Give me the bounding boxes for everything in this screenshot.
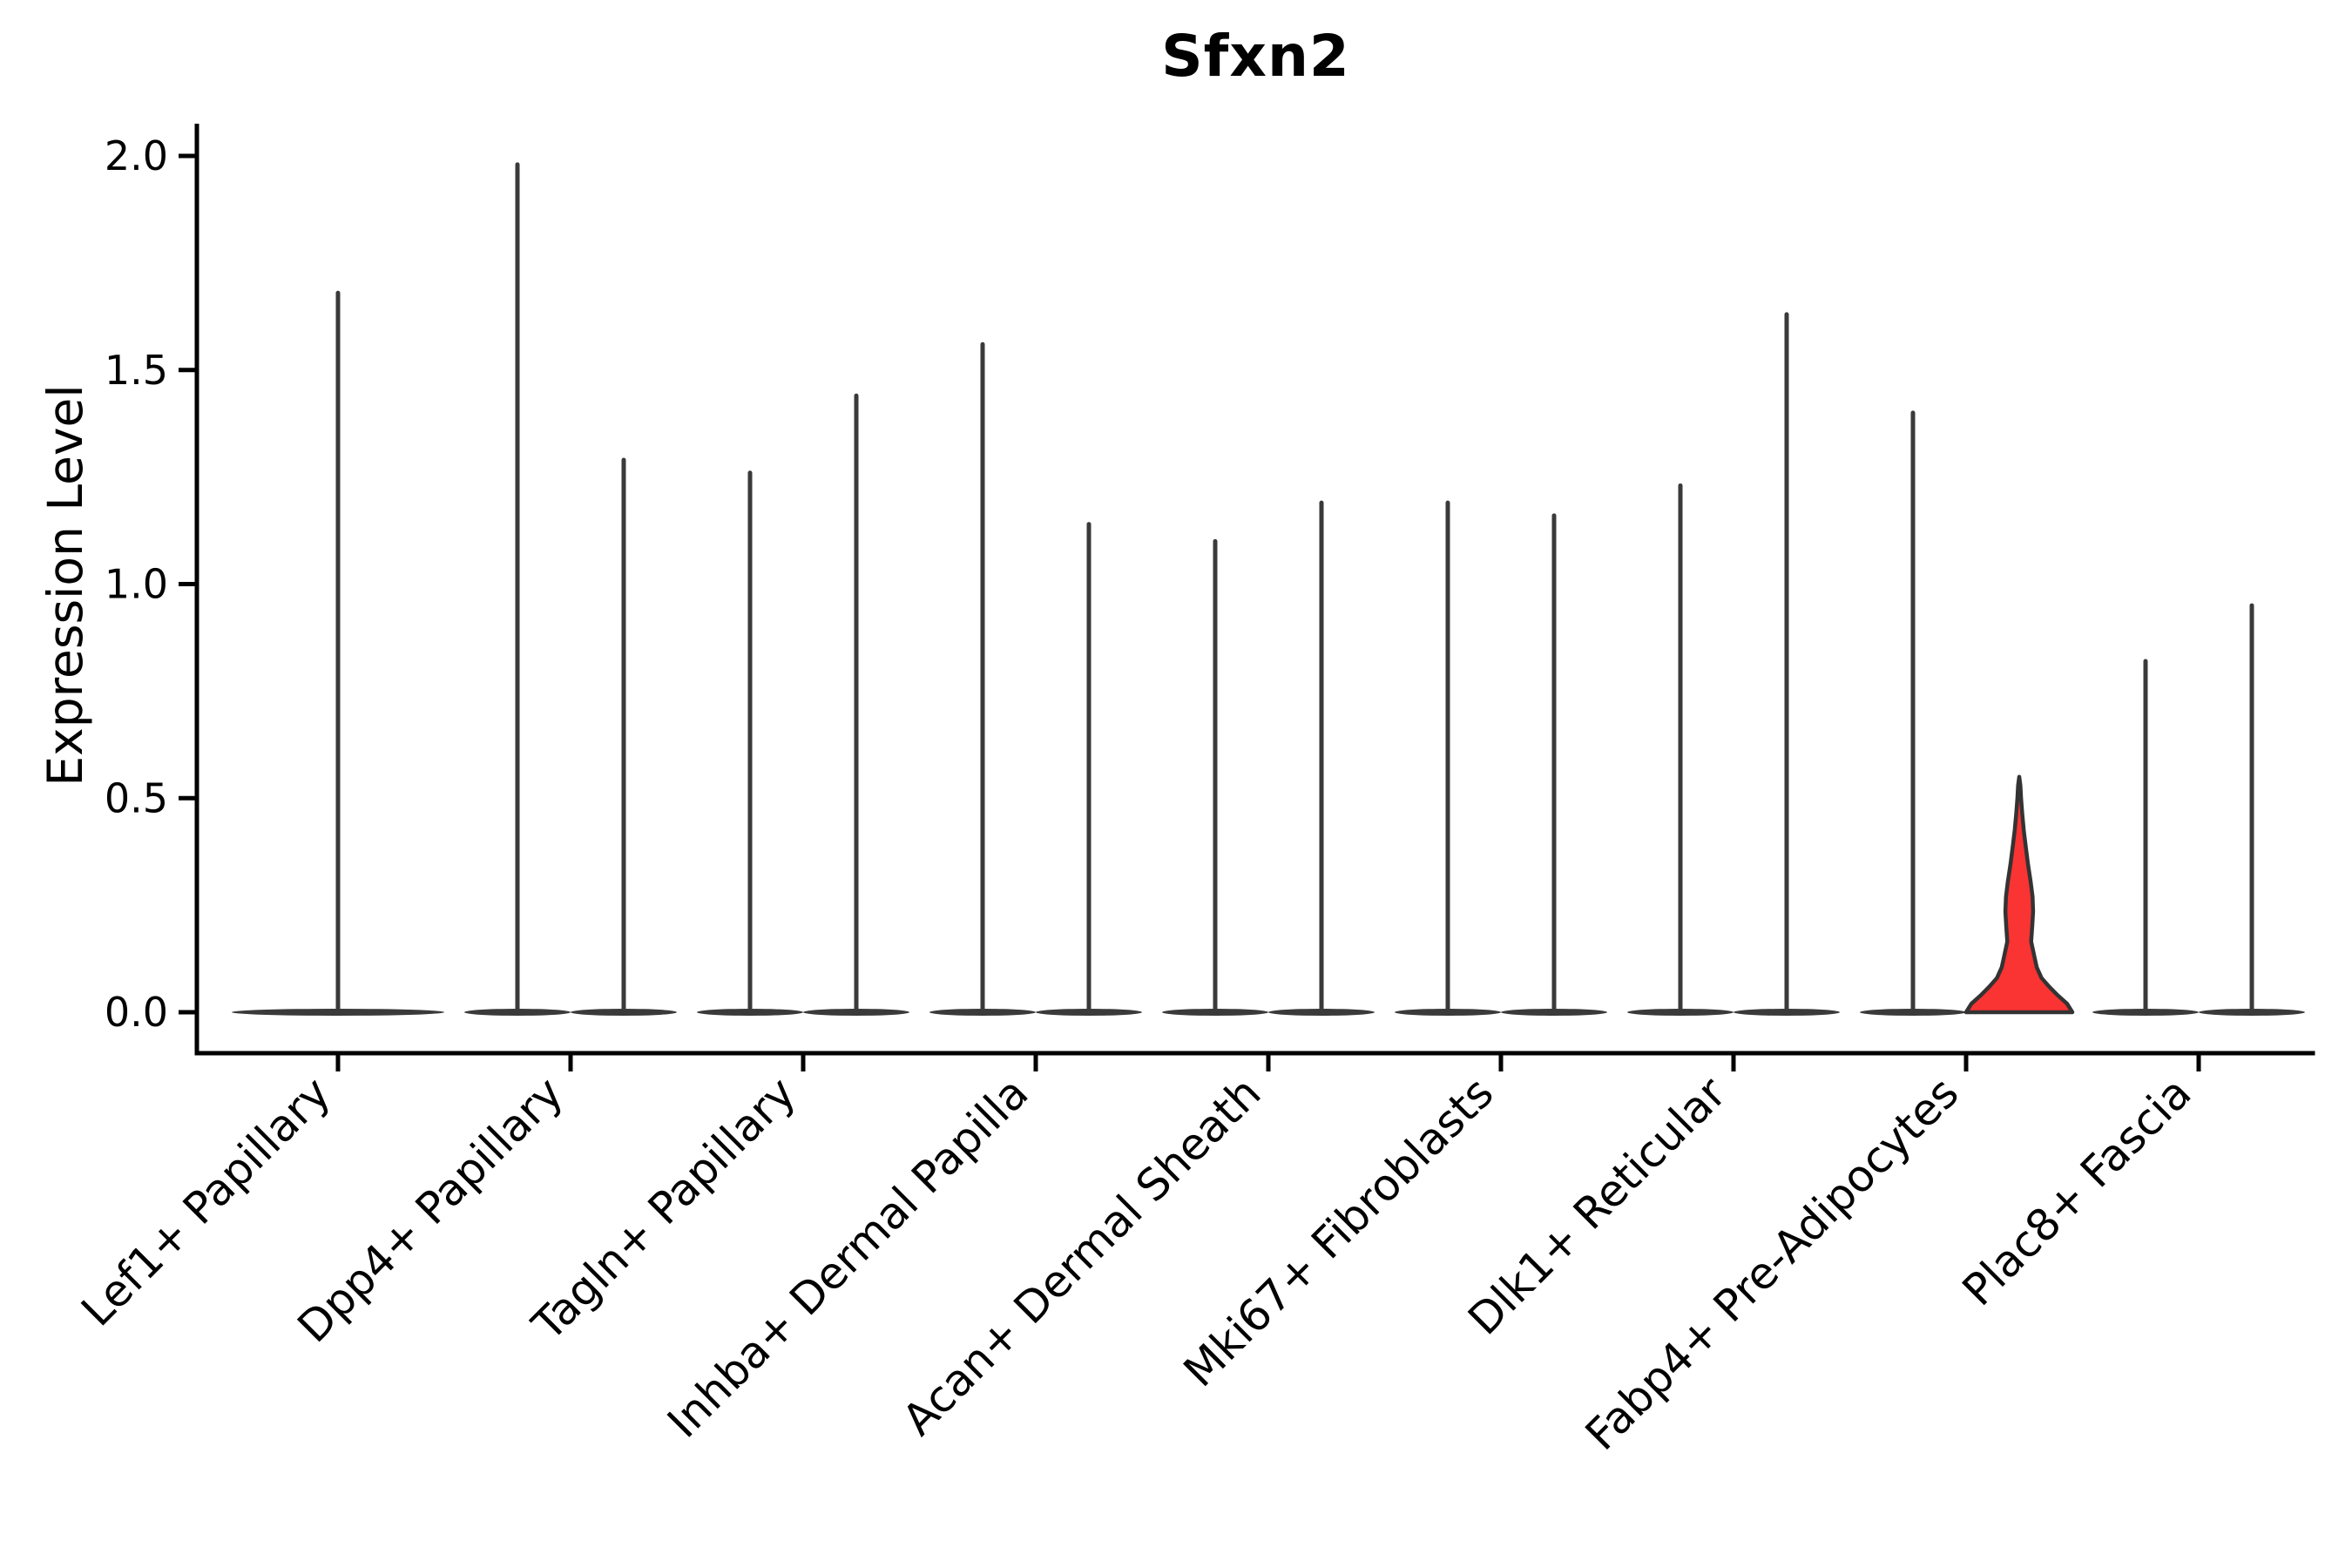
y-tick-label: 2.0 <box>105 132 168 179</box>
y-tick-label: 1.0 <box>105 561 168 608</box>
y-tick-label: 0.0 <box>105 989 168 1036</box>
chart-title: Sfxn2 <box>1161 23 1350 90</box>
x-tick-label: Plac8+ Fascia <box>1953 1067 2201 1315</box>
highlighted-violin <box>1963 774 2075 1015</box>
x-tick-label: Dlk1+ Reticular <box>1458 1067 1735 1344</box>
y-tick-label: 0.5 <box>105 774 168 821</box>
x-tick-label: Fabp4+ Pre-Adipocytes <box>1576 1067 1969 1460</box>
y-tick-label: 1.5 <box>105 347 168 394</box>
x-tick-label: Lef1+ Papillary <box>71 1067 340 1335</box>
